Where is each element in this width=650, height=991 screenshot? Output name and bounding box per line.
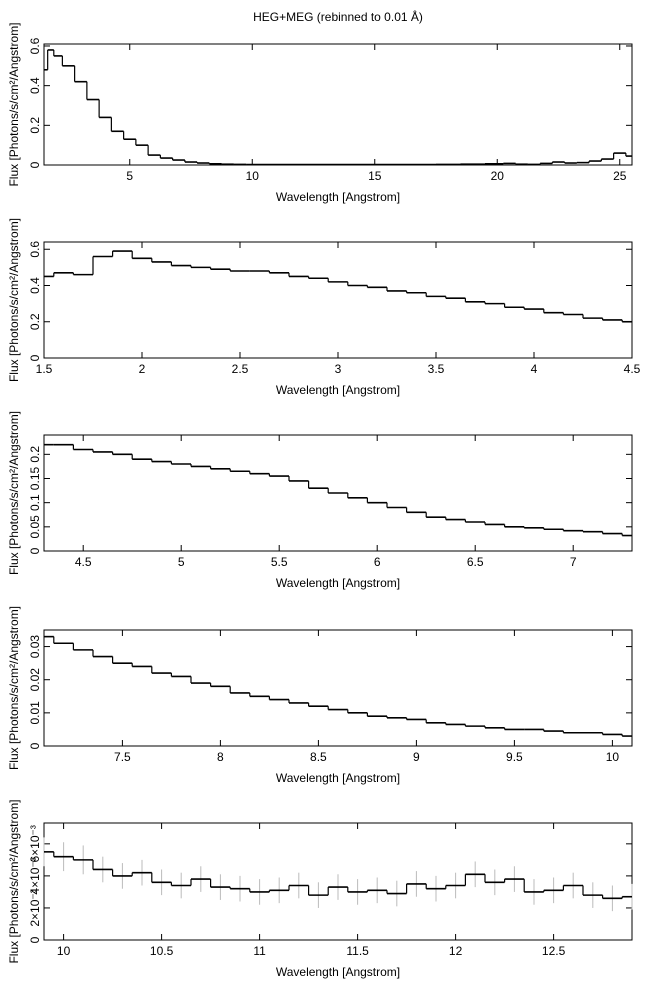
x-tick-label: 2 — [139, 362, 146, 376]
x-tick-label: 10.5 — [150, 944, 174, 958]
y-tick-label: 0.15 — [28, 466, 42, 490]
x-axis-label: Wavelength [Angstrom] — [276, 190, 400, 204]
y-tick-label: 0.4 — [28, 77, 42, 94]
chart-title: HEG+MEG (rebinned to 0.01 Å) — [253, 9, 423, 24]
x-tick-label: 12.5 — [542, 944, 566, 958]
x-axis-label: Wavelength [Angstrom] — [276, 771, 400, 785]
x-tick-label: 3.5 — [428, 362, 445, 376]
plot-frame — [43, 241, 633, 359]
y-tick-label: 6×10⁻³ — [28, 825, 42, 862]
y-tick-label: 2×10⁻³ — [28, 889, 42, 926]
y-tick-label: 0.2 — [28, 313, 42, 330]
x-tick-label: 9 — [413, 750, 420, 764]
y-tick-label: 0.2 — [28, 117, 42, 134]
x-tick-label: 7 — [570, 555, 577, 569]
x-axis-label: Wavelength [Angstrom] — [276, 383, 400, 397]
x-tick-label: 5 — [178, 555, 185, 569]
x-tick-label: 5 — [126, 169, 133, 183]
y-tick-label: 0.6 — [28, 37, 42, 54]
y-tick-label: 0 — [28, 936, 42, 943]
y-tick-label: 0 — [28, 742, 42, 749]
x-tick-label: 10 — [57, 944, 71, 958]
x-tick-label: 6 — [374, 555, 381, 569]
y-tick-label: 0.2 — [28, 446, 42, 463]
x-tick-label: 10 — [606, 750, 620, 764]
x-tick-label: 8 — [217, 750, 224, 764]
x-tick-label: 25 — [613, 169, 627, 183]
y-tick-label: 0.4 — [28, 277, 42, 294]
y-tick-label: 0.02 — [28, 668, 42, 692]
x-tick-label: 4.5 — [624, 362, 641, 376]
x-tick-label: 1.5 — [36, 362, 53, 376]
x-tick-label: 15 — [368, 169, 382, 183]
plot-frame — [43, 822, 633, 941]
x-tick-label: 12 — [449, 944, 463, 958]
y-tick-label: 4×10⁻³ — [28, 857, 42, 894]
x-tick-label: 5.5 — [271, 555, 288, 569]
y-tick-label: 0.1 — [28, 494, 42, 511]
x-tick-label: 11 — [253, 944, 266, 958]
x-tick-label: 4 — [531, 362, 538, 376]
x-axis-label: Wavelength [Angstrom] — [276, 965, 400, 979]
plot-frame — [43, 629, 633, 747]
x-tick-label: 10 — [246, 169, 260, 183]
y-tick-label: 0 — [28, 547, 42, 554]
plot-frame — [43, 43, 633, 166]
y-tick-label: 0 — [28, 161, 42, 168]
y-tick-label: 0.05 — [28, 515, 42, 539]
y-tick-label: 0 — [28, 354, 42, 361]
x-tick-label: 7.5 — [114, 750, 131, 764]
x-tick-label: 11.5 — [346, 944, 369, 958]
y-tick-label: 0.03 — [28, 635, 42, 659]
x-tick-label: 3 — [335, 362, 342, 376]
x-tick-label: 8.5 — [310, 750, 327, 764]
y-tick-label: 0.6 — [28, 241, 42, 258]
y-axis-label: Flux [Photons/s/cm²/Angstrom] — [7, 799, 21, 963]
x-tick-label: 20 — [491, 169, 505, 183]
plot-frame — [43, 434, 633, 552]
y-axis-label: Flux [Photons/s/cm²/Angstrom] — [7, 22, 21, 186]
y-axis-label: Flux [Photons/s/cm²/Angstrom] — [7, 606, 21, 770]
x-tick-label: 6.5 — [467, 555, 484, 569]
x-tick-label: 9.5 — [506, 750, 523, 764]
x-axis-label: Wavelength [Angstrom] — [276, 576, 400, 590]
y-axis-label: Flux [Photons/s/cm²/Angstrom] — [7, 411, 21, 575]
y-axis-label: Flux [Photons/s/cm²/Angstrom] — [7, 218, 21, 382]
x-tick-label: 4.5 — [75, 555, 92, 569]
y-tick-label: 0.01 — [28, 701, 42, 725]
x-tick-label: 2.5 — [232, 362, 249, 376]
